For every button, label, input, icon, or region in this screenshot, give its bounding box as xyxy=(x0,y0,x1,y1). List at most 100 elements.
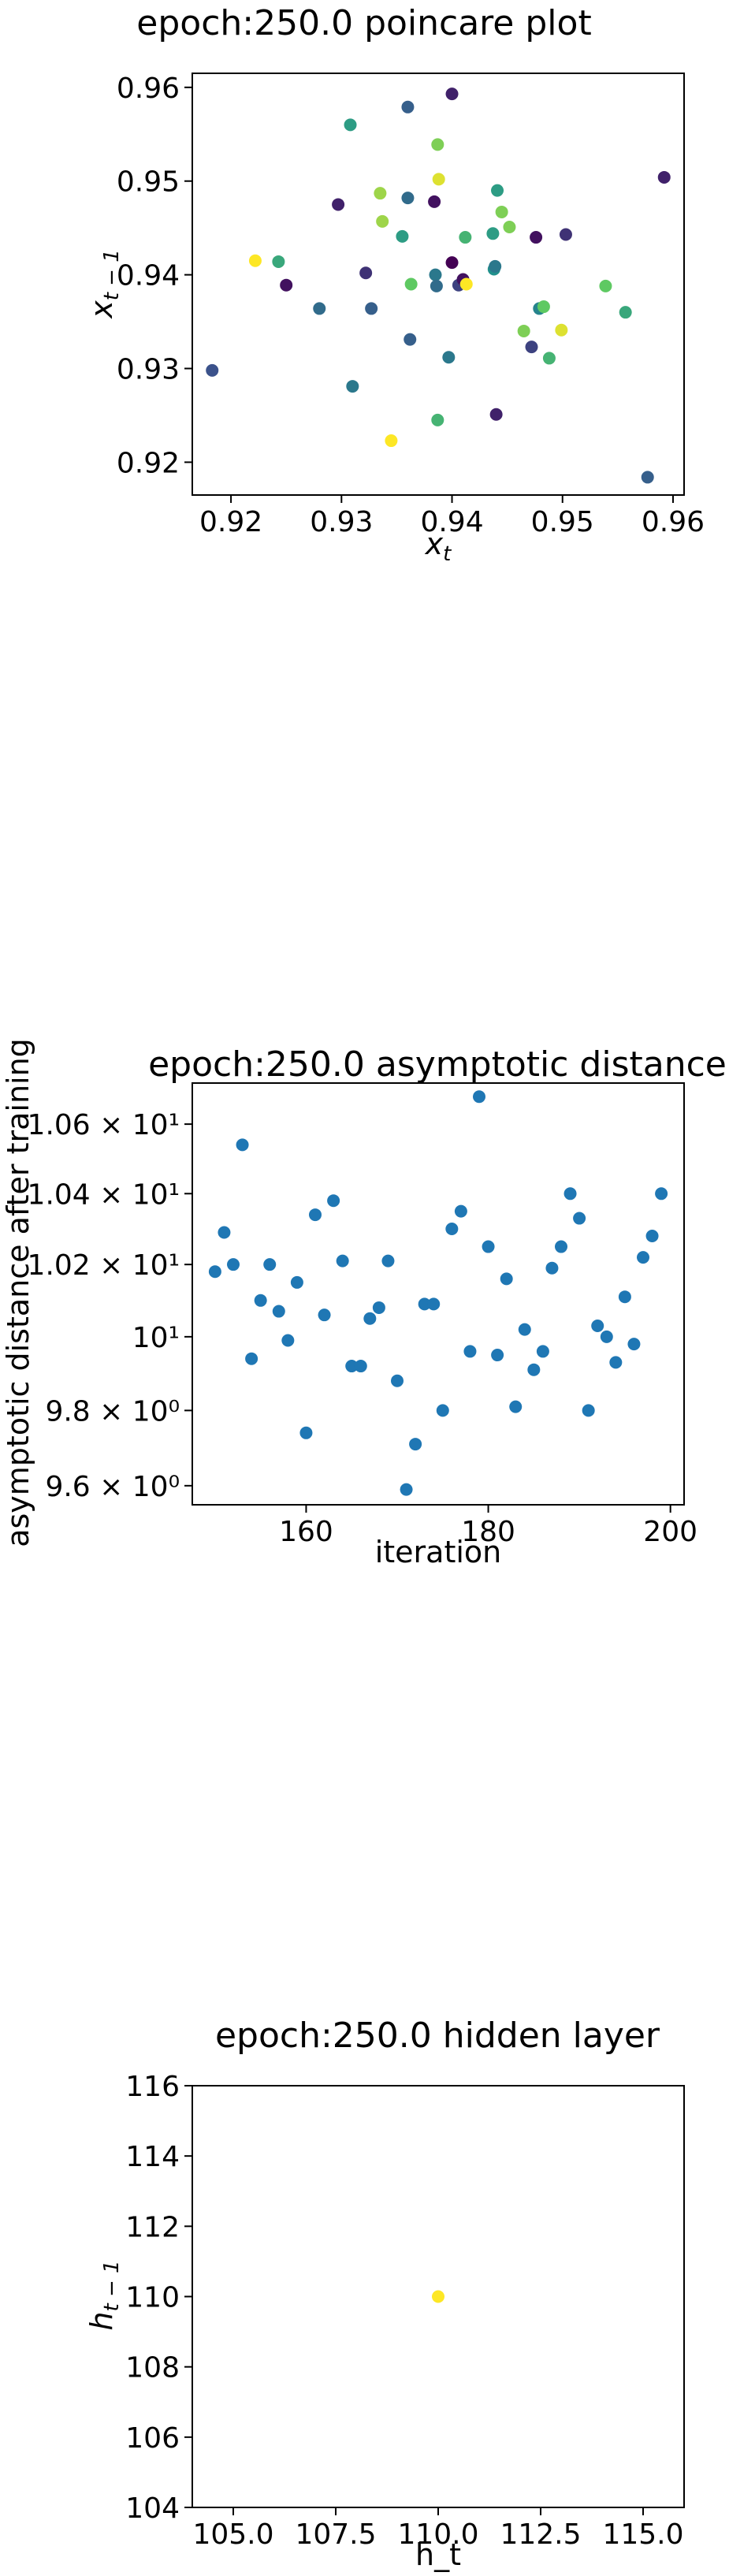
asymptotic-point xyxy=(400,1483,413,1496)
poincare-point xyxy=(489,259,502,273)
poincare-point xyxy=(365,302,378,315)
poincare-y-tick-label: 0.95 xyxy=(117,166,180,199)
poincare-point xyxy=(401,192,415,205)
asymptotic-axes-frame xyxy=(192,1082,685,1506)
poincare-point xyxy=(445,87,459,101)
poincare-point xyxy=(537,300,550,314)
asymptotic-point xyxy=(409,1438,422,1451)
poincare-x-tick-label: 0.96 xyxy=(642,506,705,538)
poincare-point xyxy=(374,187,387,200)
poincare-axes-frame xyxy=(192,73,685,496)
poincare-point xyxy=(517,324,530,337)
poincare-point xyxy=(459,277,473,291)
poincare-point xyxy=(442,351,456,364)
asymptotic-point xyxy=(281,1334,295,1347)
asymptotic-y-tick-label: 1.02 × 10¹ xyxy=(28,1249,180,1282)
poincare-x-ticks: 0.92 0.93 0.94 0.95 0.96 xyxy=(199,495,705,538)
asymptotic-point xyxy=(609,1356,623,1369)
asymptotic-point xyxy=(318,1308,331,1322)
hidden-layer-y-axis-label: ht − 1 xyxy=(84,2260,124,2330)
poincare-points xyxy=(206,87,671,484)
hidden-layer-x-tick-label: 112.5 xyxy=(500,2518,581,2551)
asymptotic-point xyxy=(645,1230,659,1243)
asymptotic-point xyxy=(309,1208,322,1222)
asymptotic-point xyxy=(254,1294,267,1307)
asymptotic-point xyxy=(473,1090,485,1104)
hidden-layer-x-axis-label: h_t xyxy=(415,2537,461,2572)
asymptotic-point xyxy=(372,1301,385,1314)
asymptotic-point xyxy=(563,1187,577,1201)
asymptotic-point xyxy=(381,1254,395,1268)
poincare-point xyxy=(206,363,219,377)
asymptotic-point xyxy=(527,1363,541,1376)
hidden-layer-x-tick-label: 110.0 xyxy=(397,2518,478,2551)
asymptotic-point xyxy=(354,1360,367,1373)
poincare-point xyxy=(272,255,285,268)
asymptotic-panel: epoch:250.0 asymptotic distance 160 180 20… xyxy=(1,1038,727,1569)
asymptotic-point xyxy=(463,1345,477,1358)
asymptotic-point xyxy=(427,1297,441,1311)
asymptotic-y-tick-label: 1.06 × 10¹ xyxy=(28,1109,180,1141)
asymptotic-x-tick-label: 160 xyxy=(279,1516,333,1548)
asymptotic-point xyxy=(491,1349,504,1362)
asymptotic-point xyxy=(518,1323,531,1336)
poincare-point xyxy=(346,380,359,393)
asymptotic-point xyxy=(290,1275,303,1289)
asymptotic-y-tick-label: 1.04 × 10¹ xyxy=(28,1178,180,1211)
poincare-point xyxy=(459,231,472,244)
asymptotic-point xyxy=(227,1258,240,1271)
asymptotic-point xyxy=(272,1305,285,1318)
hidden-layer-title: epoch:250.0 hidden layer xyxy=(215,2016,660,2056)
asymptotic-x-axis-label: iteration xyxy=(375,1535,502,1569)
poincare-point xyxy=(430,279,443,292)
poincare-point xyxy=(332,198,345,211)
asymptotic-point xyxy=(263,1258,277,1271)
poincare-y-ticks: 0.92 0.93 0.94 0.95 0.96 xyxy=(117,73,192,479)
poincare-y-tick-label: 0.92 xyxy=(117,447,180,479)
asymptotic-point xyxy=(454,1204,467,1218)
hidden-layer-y-tick-label: 106 xyxy=(125,2422,180,2455)
asymptotic-x-tick-label: 200 xyxy=(643,1516,697,1548)
poincare-point xyxy=(396,229,409,243)
poincare-point xyxy=(431,138,444,151)
poincare-title: epoch:250.0 poincare plot xyxy=(136,3,591,43)
hidden-layer-y-tick-label: 104 xyxy=(125,2492,180,2525)
poincare-point xyxy=(401,100,415,114)
asymptotic-point xyxy=(336,1254,349,1268)
asymptotic-point xyxy=(637,1251,649,1264)
hidden-layer-y-tick-label: 116 xyxy=(125,2071,180,2103)
poincare-x-tick-label: 0.94 xyxy=(420,506,483,538)
poincare-point xyxy=(359,266,373,280)
poincare-point xyxy=(491,184,504,197)
poincare-y-tick-label: 0.94 xyxy=(117,260,180,292)
poincare-point xyxy=(657,170,671,184)
asymptotic-point xyxy=(245,1352,258,1365)
poincare-point xyxy=(280,278,293,292)
poincare-x-tick-label: 0.93 xyxy=(310,506,373,538)
asymptotic-point xyxy=(600,1330,613,1343)
poincare-point xyxy=(376,214,389,228)
asymptotic-point xyxy=(655,1187,668,1201)
asymptotic-point xyxy=(299,1426,313,1439)
poincare-panel: epoch:250.0 poincare plot 0.92 0.93 0.94 0.… xyxy=(84,3,705,566)
poincare-point xyxy=(248,254,262,267)
poincare-point xyxy=(445,256,459,270)
asymptotic-y-tick-label: 9.8 × 10⁰ xyxy=(45,1395,180,1428)
poincare-point xyxy=(619,306,632,319)
asymptotic-point xyxy=(618,1290,631,1304)
poincare-y-tick-label: 0.96 xyxy=(117,73,180,105)
poincare-y-axis-label: xt − 1 xyxy=(84,249,124,319)
poincare-point xyxy=(525,341,538,354)
poincare-point xyxy=(344,118,357,132)
hidden-layer-x-ticks: 105.0 107.5 110.0 112.5 115.0 xyxy=(192,2507,684,2551)
poincare-x-tick-label: 0.92 xyxy=(199,506,262,538)
poincare-y-tick-label: 0.93 xyxy=(117,354,180,386)
asymptotic-point xyxy=(418,1297,431,1311)
poincare-point xyxy=(404,277,418,291)
hidden-layer-x-tick-label: 105.0 xyxy=(192,2518,273,2551)
hidden-layer-y-tick-label: 112 xyxy=(125,2211,180,2243)
hidden-layer-y-tick-label: 108 xyxy=(125,2352,180,2384)
poincare-point xyxy=(385,434,398,448)
asymptotic-point xyxy=(482,1240,495,1253)
